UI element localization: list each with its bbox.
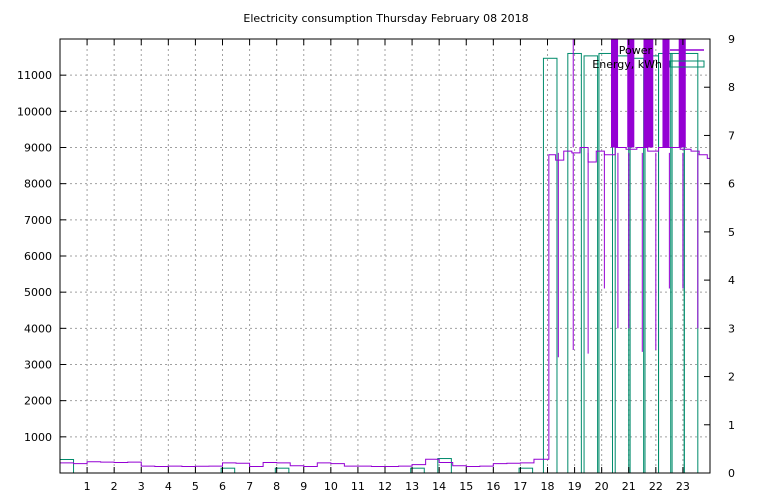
- x-tick-label: 16: [486, 480, 500, 493]
- y-right-tick-label: 2: [728, 371, 735, 384]
- x-tick-label: 3: [138, 480, 145, 493]
- energy-bar: [583, 55, 599, 474]
- power-spike: [631, 39, 635, 148]
- x-tick-label: 10: [324, 480, 338, 493]
- power-spike: [628, 39, 632, 148]
- x-tick-label: 11: [351, 480, 365, 493]
- energy-bar: [274, 467, 290, 474]
- power-spike: [682, 39, 686, 148]
- y-left-tick-label: 5000: [24, 286, 52, 299]
- power-spike: [615, 39, 619, 148]
- x-tick-label: 6: [219, 480, 226, 493]
- energy-bar: [410, 467, 425, 474]
- y-right-tick-label: 1: [728, 419, 735, 432]
- x-tick-label: 15: [459, 480, 473, 493]
- y-right-tick-label: 8: [728, 81, 735, 94]
- power-spike: [646, 39, 650, 148]
- y-right-tick-label: 3: [728, 322, 735, 335]
- y-right-tick-label: 0: [728, 467, 735, 480]
- x-tick-label: 22: [649, 480, 663, 493]
- y-left-tick-label: 11000: [17, 69, 52, 82]
- legend: Power Energy, kWh: [592, 44, 705, 71]
- y-right-tick-label: 9: [728, 33, 735, 46]
- y-left-tick-label: 4000: [24, 322, 52, 335]
- legend-power-label: Power: [619, 44, 653, 57]
- energy-bar: [220, 467, 236, 474]
- y-right-tick-label: 4: [728, 274, 735, 287]
- y-right-tick-label: 7: [728, 129, 735, 142]
- energy-bar: [437, 458, 452, 474]
- power-line: [60, 147, 710, 467]
- x-tick-label: 5: [192, 480, 199, 493]
- power-spike: [680, 39, 684, 148]
- x-tick-label: 4: [165, 480, 172, 493]
- power-series: [60, 39, 710, 467]
- x-tick-label: 23: [676, 480, 690, 493]
- energy-bar: [518, 467, 534, 474]
- energy-bar: [598, 52, 613, 474]
- y-left-tick-label: 8000: [24, 178, 52, 191]
- power-spike: [666, 39, 670, 148]
- axis-ticks: 1 2 3 4 5 6 7 8 9 10 11 12 13 14 15 16 17 18 19 20 21 22 23100…: [17, 33, 735, 493]
- x-tick-label: 20: [595, 480, 609, 493]
- chart-title: Electricity consumption Thursday Februar…: [243, 12, 528, 25]
- x-tick-label: 2: [111, 480, 118, 493]
- legend-energy-label: Energy, kWh: [592, 58, 662, 71]
- x-tick-label: 8: [273, 480, 280, 493]
- y-left-tick-label: 7000: [24, 214, 52, 227]
- power-spike: [611, 39, 614, 148]
- y-left-tick-label: 6000: [24, 250, 52, 263]
- x-tick-label: 9: [300, 480, 307, 493]
- energy-bar: [683, 52, 699, 474]
- y-left-tick-label: 2000: [24, 395, 52, 408]
- energy-bar: [59, 458, 75, 474]
- x-tick-label: 17: [513, 480, 527, 493]
- y-right-tick-label: 6: [728, 178, 735, 191]
- x-tick-label: 18: [541, 480, 555, 493]
- power-spike: [663, 39, 667, 148]
- energy-bar: [542, 57, 558, 474]
- x-tick-label: 1: [84, 480, 91, 493]
- power-spike: [650, 39, 654, 148]
- x-tick-label: 21: [622, 480, 636, 493]
- legend-energy-swatch: [669, 60, 705, 68]
- y-left-tick-label: 10000: [17, 105, 52, 118]
- x-tick-label: 19: [568, 480, 582, 493]
- x-tick-label: 14: [432, 480, 446, 493]
- y-right-tick-label: 5: [728, 226, 735, 239]
- y-left-tick-label: 1000: [24, 431, 52, 444]
- y-left-tick-label: 3000: [24, 359, 52, 372]
- y-left-tick-label: 9000: [24, 142, 52, 155]
- x-tick-label: 13: [405, 480, 419, 493]
- x-tick-label: 7: [246, 480, 253, 493]
- x-tick-label: 12: [378, 480, 392, 493]
